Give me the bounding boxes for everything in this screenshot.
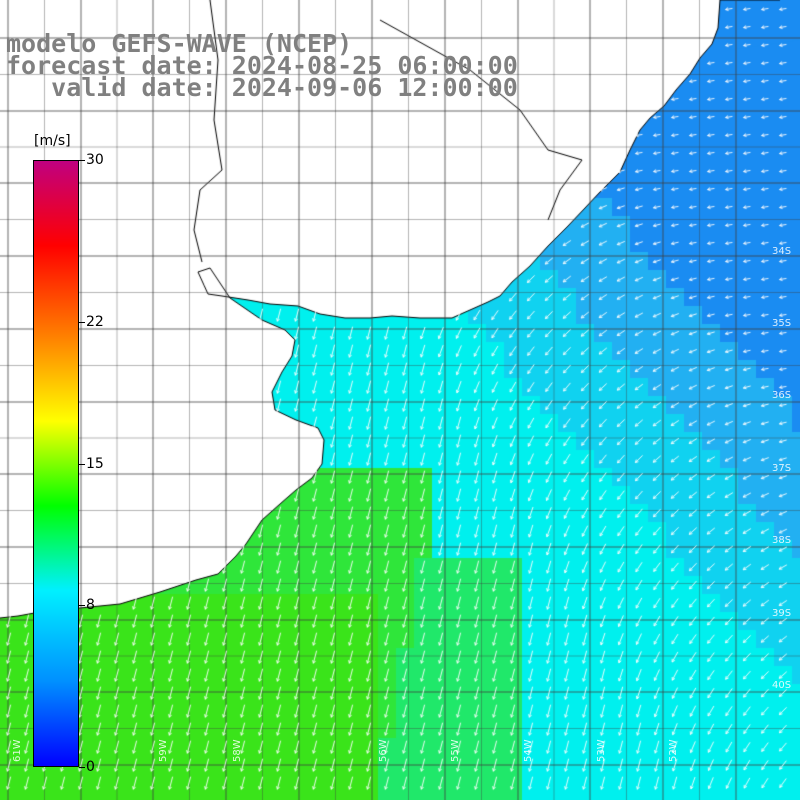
forecast-date: forecast date: 2024-08-25 06:00:00 xyxy=(6,51,518,80)
latitude-label: 39S xyxy=(772,608,792,619)
longitude-label: 56W xyxy=(378,739,389,762)
colorbar-tick-label: 0 xyxy=(86,759,95,775)
longitude-label: 55W xyxy=(450,739,461,762)
longitude-label: 61W xyxy=(12,739,23,762)
longitude-label: 54W xyxy=(523,739,534,762)
colorbar-tick-mark xyxy=(79,605,85,606)
colorbar-tick-label: 8 xyxy=(86,597,95,614)
valid-date: valid date: 2024-09-06 12:00:00 xyxy=(6,73,518,102)
colorbar-tick-mark xyxy=(79,464,85,465)
longitude-label: 53W xyxy=(596,739,607,762)
colorbar-tick-label: 22 xyxy=(86,313,104,330)
colorbar-tick-label: 30 xyxy=(86,152,104,168)
colorbar xyxy=(33,160,79,767)
colorbar-tick-mark xyxy=(79,767,85,768)
longitude-label: 59W xyxy=(158,739,169,762)
latitude-label: 36S xyxy=(772,390,792,401)
colorbar-unit-label: [m/s] xyxy=(34,133,71,149)
latitude-label: 35S xyxy=(772,318,792,329)
colorbar-tick-label: 15 xyxy=(86,455,104,472)
colorbar-tick-mark xyxy=(79,160,85,161)
model-title: modelo GEFS-WAVE (NCEP) xyxy=(6,29,353,58)
latitude-label: 37S xyxy=(772,463,792,474)
longitude-label: 58W xyxy=(232,739,243,762)
colorbar-tick-mark xyxy=(79,322,85,323)
latitude-label: 40S xyxy=(772,680,792,691)
latitude-label: 34S xyxy=(772,246,792,257)
longitude-label: 52W xyxy=(668,739,679,762)
latitude-label: 38S xyxy=(772,535,792,546)
